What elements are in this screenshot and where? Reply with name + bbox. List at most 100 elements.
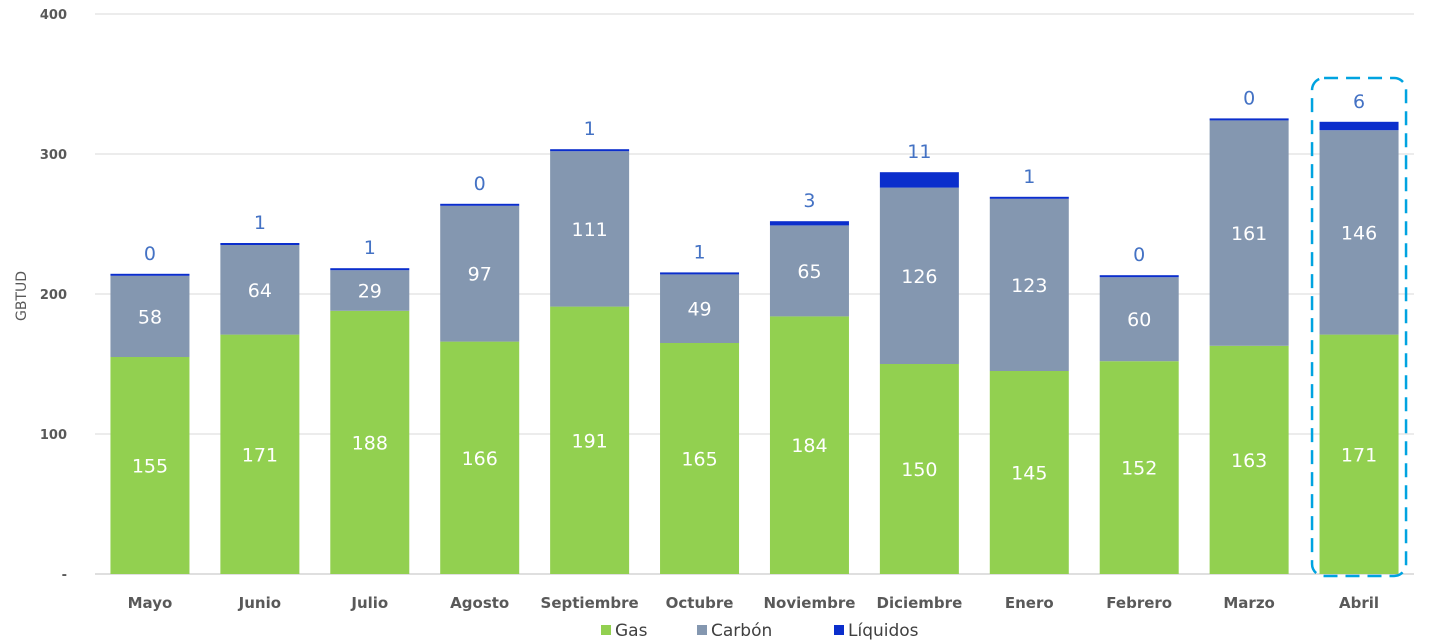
bar-carbón-septiembre <box>550 151 630 307</box>
data-label-carbon: 60 <box>1127 309 1151 331</box>
x-tick-label: Julio <box>350 594 388 612</box>
bar-carbón-agosto <box>440 205 520 342</box>
x-tick-label: Octubre <box>666 594 734 612</box>
data-label-liquidos: 6 <box>1353 91 1365 113</box>
bar-líquidos-octubre <box>660 272 740 275</box>
bar-líquidos-noviembre <box>769 221 849 226</box>
bar-gas-enero <box>989 371 1069 574</box>
data-label-carbon: 123 <box>1011 275 1047 297</box>
y-axis-ticks: - 100 200 300 400 <box>40 8 67 583</box>
data-label-gas: 171 <box>242 444 278 466</box>
data-label-gas: 165 <box>681 449 717 471</box>
legend-swatch-líquidos <box>834 625 844 635</box>
legend: Gas Carbón Líquidos <box>601 621 919 641</box>
bar-líquidos-enero <box>989 196 1069 199</box>
data-label-liquidos: 11 <box>907 141 931 163</box>
data-label-liquidos: 1 <box>1023 166 1035 188</box>
bar-líquidos-agosto <box>440 203 520 206</box>
data-labels: 1555801716411882911669701911111165491184… <box>132 87 1377 484</box>
bar-líquidos-marzo <box>1209 118 1289 121</box>
x-tick-label: Abril <box>1339 594 1379 612</box>
data-label-carbon: 161 <box>1231 223 1267 245</box>
x-tick-label: Marzo <box>1223 594 1274 612</box>
data-label-gas: 184 <box>791 435 827 457</box>
bar-carbón-julio <box>330 270 410 311</box>
y-tick-label: 400 <box>40 8 67 23</box>
x-tick-label: Diciembre <box>877 594 963 612</box>
bar-gas-julio <box>330 310 410 574</box>
y-axis-label: GBTUD <box>14 271 30 321</box>
bar-carbón-noviembre <box>769 225 849 317</box>
data-label-carbon: 111 <box>571 219 607 241</box>
legend-label-líquidos: Líquidos <box>848 621 919 641</box>
data-label-gas: 171 <box>1341 444 1377 466</box>
data-label-gas: 188 <box>352 432 388 454</box>
data-label-gas: 155 <box>132 456 168 478</box>
bar-gas-septiembre <box>550 306 630 574</box>
bar-líquidos-mayo <box>110 273 190 276</box>
bar-carbón-marzo <box>1209 120 1289 346</box>
bar-gas-junio <box>220 334 300 574</box>
data-label-liquidos: 0 <box>474 173 486 195</box>
bar-carbón-diciembre <box>879 187 959 364</box>
legend-swatch-gas <box>601 625 611 635</box>
bar-gas-abril <box>1319 334 1399 574</box>
x-tick-label: Enero <box>1005 594 1054 612</box>
x-tick-label: Septiembre <box>541 594 639 612</box>
data-label-carbon: 29 <box>358 281 382 303</box>
bar-líquidos-junio <box>220 243 300 245</box>
bar-carbón-octubre <box>660 274 740 343</box>
bar-gas-mayo <box>110 357 190 574</box>
data-label-gas: 191 <box>571 430 607 452</box>
y-tick-label: 300 <box>40 148 67 163</box>
legend-swatch-carbón <box>697 625 707 635</box>
y-tick-label: 100 <box>40 428 67 443</box>
data-label-liquidos: 0 <box>144 243 156 265</box>
bar-gas-agosto <box>440 341 520 574</box>
bar-gas-noviembre <box>769 316 849 574</box>
data-label-liquidos: 1 <box>254 212 266 234</box>
grid-lines <box>95 13 1414 575</box>
data-label-carbon: 126 <box>901 266 937 288</box>
bar-gas-diciembre <box>879 364 959 574</box>
bar-líquidos-julio <box>330 268 410 271</box>
y-tick-label: - <box>62 568 67 583</box>
x-tick-label: Agosto <box>450 594 509 612</box>
data-label-gas: 166 <box>462 448 498 470</box>
data-label-gas: 145 <box>1011 463 1047 485</box>
legend-label-gas: Gas <box>615 621 648 641</box>
bar-carbón-febrero <box>1099 277 1179 362</box>
bar-carbón-abril <box>1319 130 1399 335</box>
bar-carbón-mayo <box>110 275 190 357</box>
data-label-liquidos: 1 <box>364 237 376 259</box>
y-tick-label: 200 <box>40 288 67 303</box>
data-label-carbon: 64 <box>248 280 272 302</box>
data-label-liquidos: 1 <box>693 241 705 263</box>
data-label-carbon: 146 <box>1341 222 1377 244</box>
x-tick-label: Junio <box>238 594 281 612</box>
data-label-carbon: 65 <box>797 261 821 283</box>
x-tick-label: Mayo <box>128 594 173 612</box>
bars <box>110 118 1399 574</box>
legend-label-carbón: Carbón <box>711 621 772 641</box>
x-axis-ticks: Mayo Junio Julio Agosto Septiembre Octubre Nov… <box>128 594 1379 612</box>
data-label-liquidos: 1 <box>584 118 596 140</box>
data-label-gas: 163 <box>1231 450 1267 472</box>
bar-gas-octubre <box>660 343 740 574</box>
data-label-liquidos: 0 <box>1243 87 1255 109</box>
bar-líquidos-septiembre <box>550 149 630 152</box>
data-label-gas: 152 <box>1121 458 1157 480</box>
bar-carbón-enero <box>989 198 1069 371</box>
bar-líquidos-abril <box>1319 121 1399 131</box>
bar-gas-marzo <box>1209 345 1289 574</box>
data-label-liquidos: 3 <box>803 190 815 212</box>
bar-gas-febrero <box>1099 361 1179 574</box>
bar-carbón-junio <box>220 245 300 335</box>
data-label-liquidos: 0 <box>1133 244 1145 266</box>
bar-líquidos-diciembre <box>879 172 959 188</box>
x-tick-label: Febrero <box>1106 594 1172 612</box>
data-label-carbon: 58 <box>138 306 162 328</box>
highlight-box-abril <box>1310 76 1408 578</box>
data-label-carbon: 97 <box>468 264 492 286</box>
